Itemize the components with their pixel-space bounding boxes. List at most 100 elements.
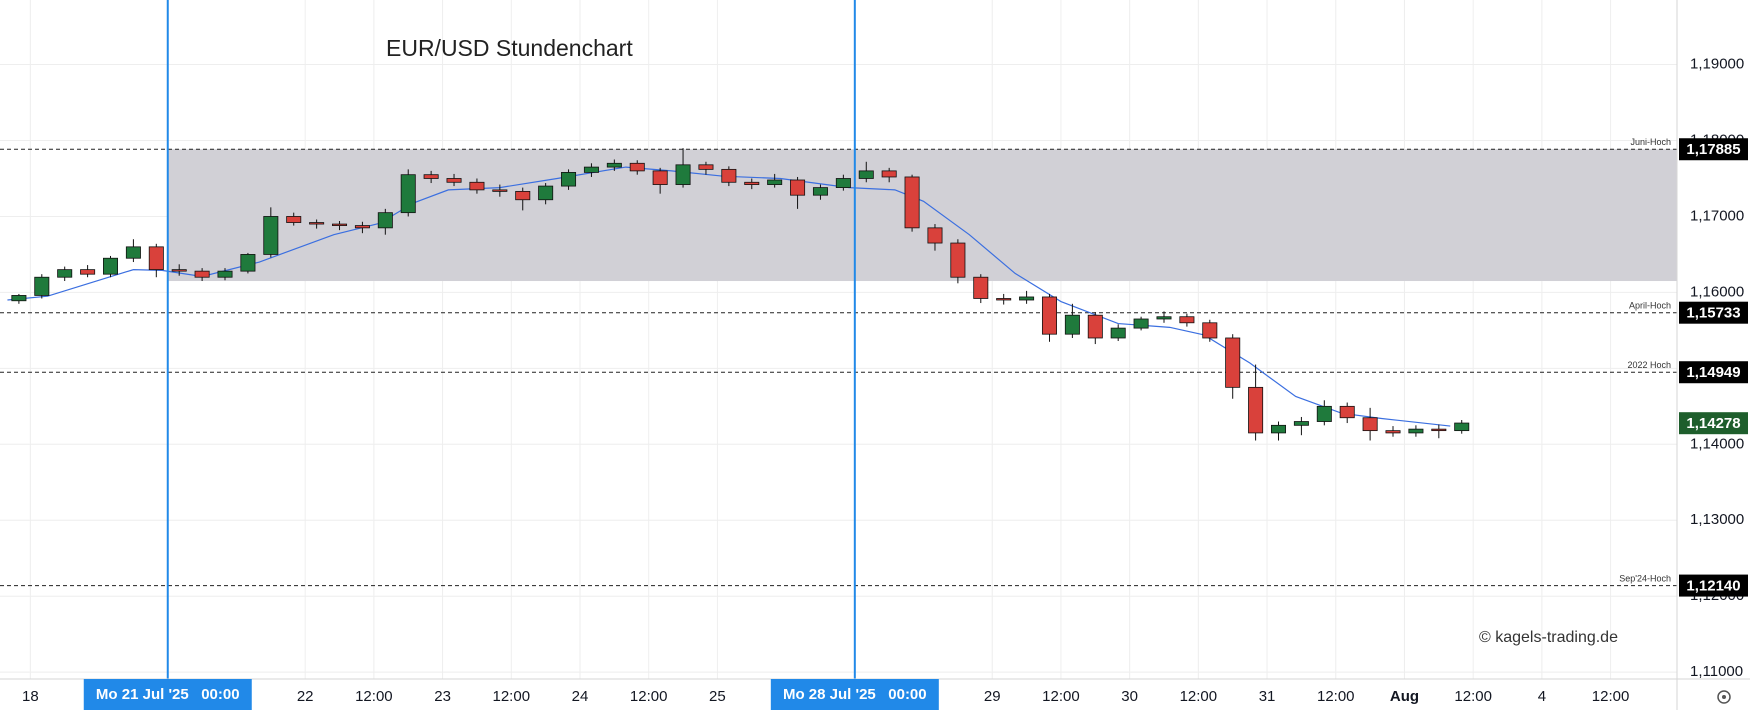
x-tick-label: 12:00 <box>1042 688 1080 705</box>
x-tick-label: Aug <box>1390 688 1419 705</box>
candle-body <box>767 179 783 185</box>
level-price-box <box>1679 301 1748 324</box>
candle-body <box>103 257 119 275</box>
candle-body <box>286 216 302 223</box>
candle-body <box>1362 417 1378 432</box>
y-tick-label: 1,17000 <box>1690 207 1744 224</box>
x-tick-label: 12:00 <box>493 688 531 705</box>
candle-body <box>1454 422 1470 432</box>
candle-body <box>858 170 874 179</box>
plot-area: Juni-Hoch April-Hoch 2022 Hoch Sep'24-Hoch <box>0 0 1678 679</box>
candle-body <box>996 298 1012 301</box>
level-price-label: 1,17885 <box>1686 141 1740 158</box>
candle-body <box>606 162 622 168</box>
candle-body <box>538 185 554 201</box>
x-tick-label: 12:00 <box>1180 688 1218 705</box>
candle-body <box>1385 430 1401 434</box>
candle-body <box>1019 296 1035 301</box>
last-price-label: 1,14278 <box>1686 415 1740 432</box>
x-tick-label: 12:00 <box>630 688 668 705</box>
x-tick-label: 23 <box>434 688 451 705</box>
candle-body <box>835 178 851 188</box>
candle-body <box>1293 421 1309 426</box>
x-tick-label: 12:00 <box>1454 688 1492 705</box>
candle-body <box>240 254 256 272</box>
candle-body <box>125 246 141 259</box>
x-tick-label: 30 <box>1121 688 1138 705</box>
candle-body <box>629 162 645 172</box>
level-price-box <box>1679 138 1748 161</box>
x-tick-label: 22 <box>297 688 314 705</box>
candle-body <box>675 164 691 185</box>
candle-body <box>973 276 989 299</box>
x-tick-label: 18 <box>22 688 39 705</box>
settings-icon[interactable] <box>1717 690 1731 704</box>
candle-body <box>469 181 485 191</box>
candle-body <box>332 223 348 226</box>
candle-body <box>1110 327 1126 339</box>
date-label-box <box>770 679 939 710</box>
chart-title: EUR/USD Stundenchart <box>386 35 633 61</box>
candle-body <box>1408 428 1424 434</box>
candle-body <box>1339 405 1355 419</box>
candle-body <box>492 189 508 192</box>
x-tick-label: 12:00 <box>1592 688 1630 705</box>
date-label-box <box>83 679 252 710</box>
y-tick-label: 1,19000 <box>1690 56 1744 73</box>
x-tick-label: 12:00 <box>1317 688 1355 705</box>
candle-body <box>561 172 577 187</box>
level-name: April-Hoch <box>1629 301 1671 311</box>
candle-body <box>904 176 920 229</box>
candle-body <box>1271 424 1287 434</box>
level-price-box <box>1679 574 1748 597</box>
level-name: Juni-Hoch <box>1630 137 1671 147</box>
y-tick-label: 1,14000 <box>1690 435 1744 452</box>
level-name: Sep'24-Hoch <box>1619 574 1671 584</box>
candle-body <box>1087 314 1103 339</box>
level-price-label: 1,14949 <box>1686 364 1740 381</box>
candle-body <box>80 269 96 275</box>
y-tick-label: 1,11000 <box>1690 663 1743 680</box>
candle-body <box>1431 428 1447 432</box>
candle-body <box>1156 316 1172 320</box>
candle-body <box>652 170 668 185</box>
candle-body <box>57 269 73 278</box>
candle-body <box>1202 322 1218 339</box>
candle-body <box>194 270 210 278</box>
candle-body <box>354 225 370 229</box>
candle-body <box>446 178 462 183</box>
date-label: Mo 28 Jul '25 00:00 <box>783 686 927 703</box>
candle-body <box>34 276 50 296</box>
candle-body <box>1225 337 1241 388</box>
candle-body <box>881 170 897 178</box>
x-tick-label: 29 <box>984 688 1001 705</box>
candle-body <box>1133 318 1149 329</box>
candle-body <box>950 242 966 278</box>
x-tick-label: 12:00 <box>355 688 393 705</box>
candle-body <box>309 222 325 225</box>
candle-body <box>1248 386 1264 434</box>
candle-body <box>1064 314 1080 335</box>
x-tick-label: 24 <box>572 688 589 705</box>
candle-body <box>11 295 27 302</box>
level-price-label: 1,12140 <box>1686 578 1740 595</box>
range-zone <box>167 149 1678 282</box>
candle-body <box>583 166 599 173</box>
level-price-box <box>1679 361 1748 384</box>
candle-body <box>790 179 806 196</box>
candle-body <box>263 216 279 255</box>
candle-body <box>217 270 233 278</box>
watermark: © kagels-trading.de <box>1479 629 1618 646</box>
y-tick-label: 1,13000 <box>1690 511 1744 528</box>
x-tick-label: 4 <box>1538 688 1546 705</box>
candle-body <box>148 246 164 271</box>
candle-body <box>1179 316 1195 324</box>
candle-body <box>721 168 737 183</box>
candle-body <box>698 164 714 170</box>
candle-body <box>927 227 943 244</box>
level-name: 2022 Hoch <box>1627 360 1671 370</box>
x-tick-label: 25 <box>709 688 726 705</box>
last-price-box <box>1679 412 1748 435</box>
